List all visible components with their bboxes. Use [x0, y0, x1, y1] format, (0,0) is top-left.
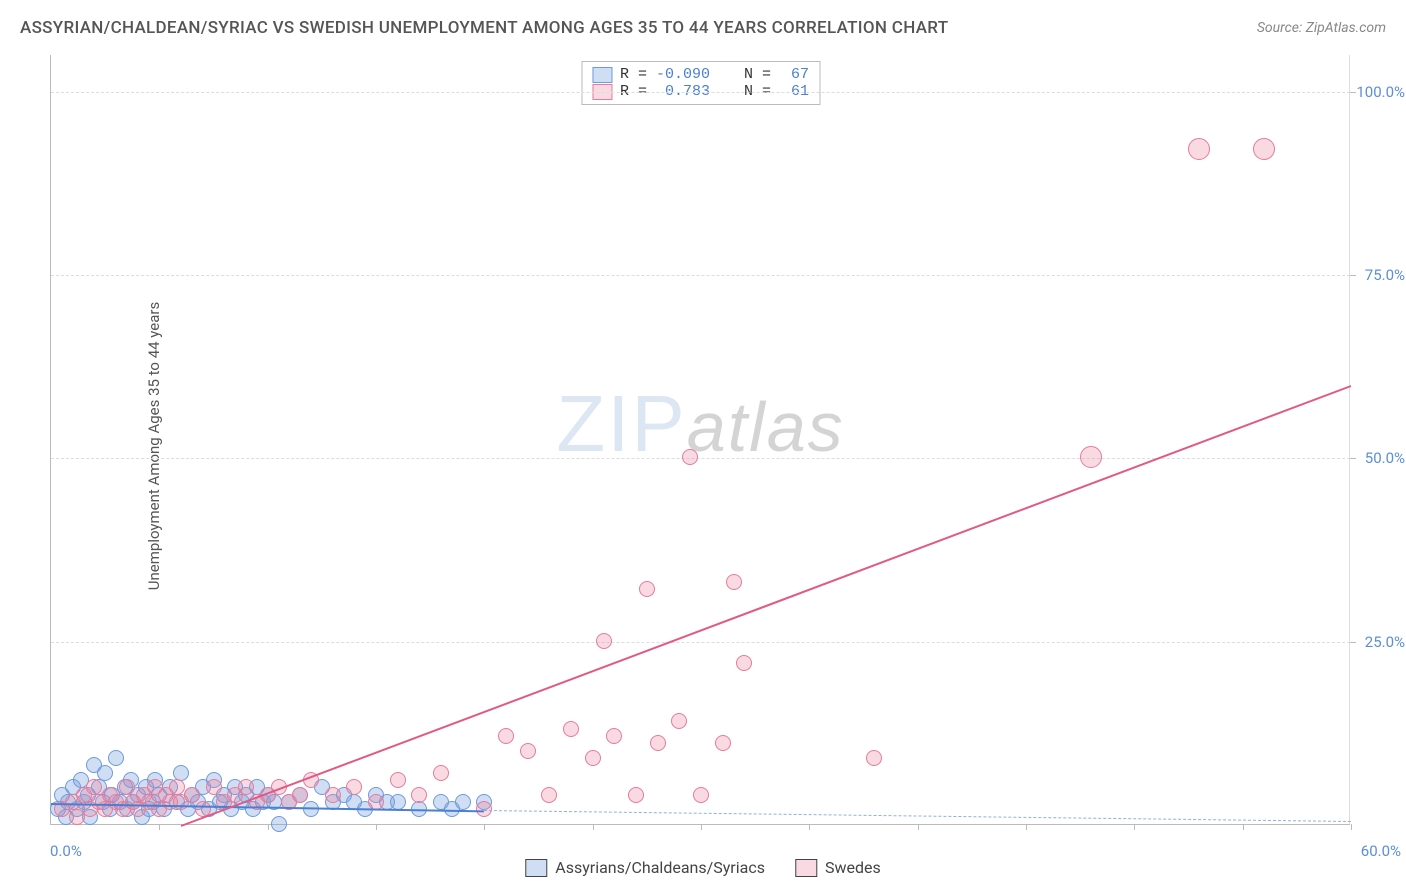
y-tick [1350, 458, 1356, 459]
data-point-pink [292, 787, 308, 803]
data-point-pink [1253, 138, 1275, 160]
data-point-pink [541, 787, 557, 803]
x-tick [268, 824, 269, 830]
data-point-pink [606, 728, 622, 744]
x-tick [159, 824, 160, 830]
x-tick [484, 824, 485, 830]
watermark: ZIPatlas [556, 378, 844, 470]
data-point-pink [325, 787, 341, 803]
legend: Assyrians/Chaldeans/Syriacs Swedes [525, 858, 880, 877]
x-tick [1026, 824, 1027, 830]
x-axis-origin-label: 0.0% [50, 842, 82, 860]
watermark-atlas: atlas [687, 388, 845, 466]
data-point-pink [206, 779, 222, 795]
data-point-blue [108, 750, 124, 766]
watermark-zip: ZIP [556, 379, 686, 468]
trend-line [181, 385, 1352, 827]
data-point-blue [173, 765, 189, 781]
correlation-stat-box: R =-0.090 N =67R =0.783 N =61 [581, 61, 820, 105]
x-tick [809, 824, 810, 830]
x-tick [701, 824, 702, 830]
data-point-pink [498, 728, 514, 744]
data-point-pink [671, 713, 687, 729]
stat-n-label: N = [744, 66, 771, 83]
x-axis-max-label: 60.0% [1361, 842, 1401, 860]
data-point-pink [1080, 446, 1102, 468]
y-tick-label: 100.0% [1356, 83, 1405, 101]
gridline-h [51, 92, 1350, 93]
y-tick-label: 75.0% [1365, 266, 1405, 284]
x-tick [1243, 824, 1244, 830]
stat-swatch-blue [592, 67, 612, 83]
gridline-h [51, 275, 1350, 276]
source-label: Source: ZipAtlas.com [1257, 20, 1386, 36]
data-point-pink [1188, 138, 1210, 160]
data-point-blue [390, 794, 406, 810]
data-point-pink [726, 574, 742, 590]
data-point-pink [390, 772, 406, 788]
plot-area: ZIPatlas R =-0.090 N =67R =0.783 N =61 2… [50, 55, 1350, 825]
y-tick [1350, 642, 1356, 643]
data-point-pink [563, 721, 579, 737]
legend-label: Assyrians/Chaldeans/Syriacs [555, 858, 765, 877]
y-tick-label: 50.0% [1365, 449, 1405, 467]
data-point-pink [346, 779, 362, 795]
x-tick [593, 824, 594, 830]
chart-title: ASSYRIAN/CHALDEAN/SYRIAC VS SWEDISH UNEM… [20, 18, 948, 38]
x-tick [376, 824, 377, 830]
data-point-pink [433, 765, 449, 781]
stat-r-value: -0.090 [655, 66, 710, 83]
legend-label: Swedes [825, 858, 881, 877]
legend-item-blue: Assyrians/Chaldeans/Syriacs [525, 858, 765, 877]
data-point-blue [271, 816, 287, 832]
y-tick-label: 25.0% [1365, 633, 1405, 651]
data-point-pink [639, 581, 655, 597]
data-point-pink [169, 779, 185, 795]
data-point-pink [628, 787, 644, 803]
data-point-pink [585, 750, 601, 766]
data-point-pink [866, 750, 882, 766]
legend-item-pink: Swedes [795, 858, 881, 877]
data-point-blue [97, 765, 113, 781]
legend-swatch-blue [525, 859, 547, 877]
x-tick [1351, 824, 1352, 830]
data-point-pink [596, 633, 612, 649]
data-point-pink [736, 655, 752, 671]
data-point-blue [455, 794, 471, 810]
plot-right-border [1349, 55, 1350, 824]
y-tick [1350, 275, 1356, 276]
data-point-pink [715, 735, 731, 751]
stat-r-label: R = [620, 66, 647, 83]
data-point-pink [184, 787, 200, 803]
data-point-pink [682, 449, 698, 465]
x-tick [918, 824, 919, 830]
y-tick [1350, 92, 1356, 93]
x-tick [1134, 824, 1135, 830]
data-point-pink [693, 787, 709, 803]
legend-swatch-pink [795, 859, 817, 877]
data-point-pink [650, 735, 666, 751]
trend-line-dashed [484, 810, 1351, 822]
data-point-pink [238, 779, 254, 795]
data-point-pink [119, 779, 135, 795]
stat-n-value: 67 [779, 66, 809, 83]
data-point-pink [411, 787, 427, 803]
data-point-pink [86, 779, 102, 795]
data-point-pink [520, 743, 536, 759]
stat-row: R = -0.090 N = 67 [592, 66, 809, 83]
gridline-h [51, 642, 1350, 643]
